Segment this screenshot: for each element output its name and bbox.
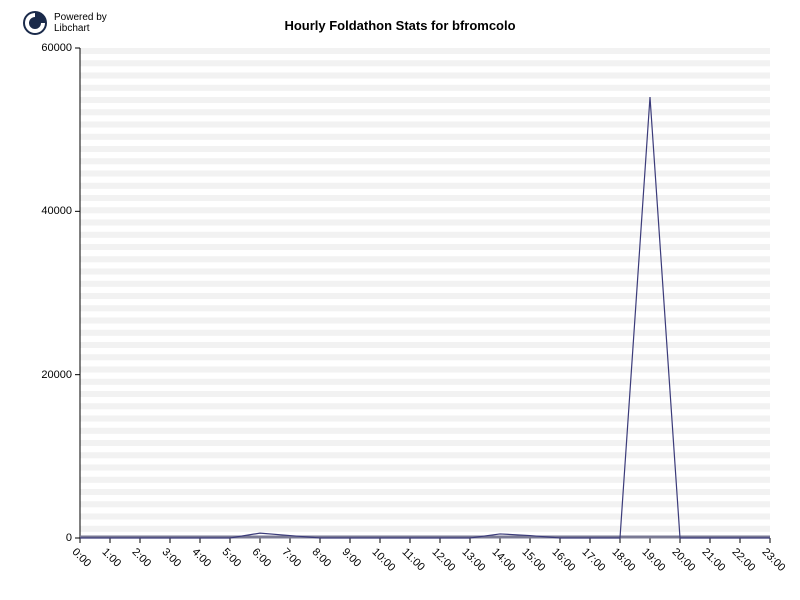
y-tick-label: 40000 — [22, 205, 72, 217]
y-tick-label: 20000 — [22, 369, 72, 381]
y-tick-label: 0 — [22, 532, 72, 544]
y-tick-label: 60000 — [22, 42, 72, 54]
chart-canvas — [0, 0, 800, 600]
